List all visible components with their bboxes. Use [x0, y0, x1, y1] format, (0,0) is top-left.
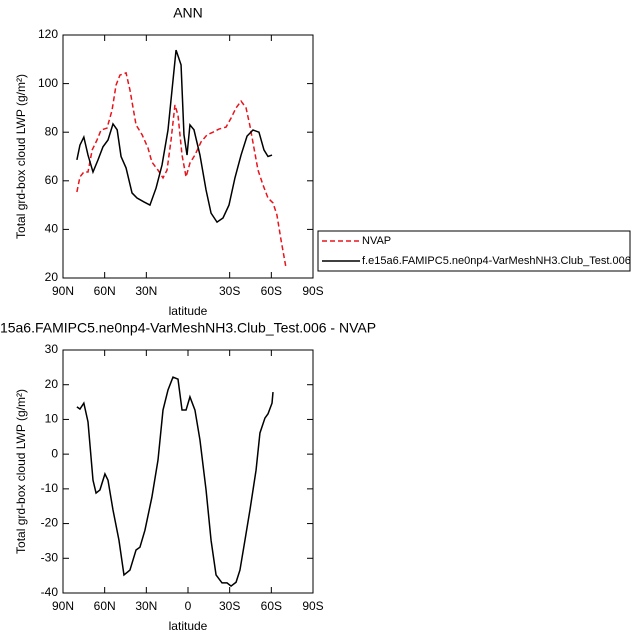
y-tick-label: 0	[51, 446, 58, 460]
x-tick-label: 60N	[94, 284, 116, 298]
y-tick-label: -30	[41, 550, 59, 564]
y-tick-label: 100	[38, 76, 58, 90]
y-axis-label: Total grd-box cloud LWP (g/m²)	[14, 389, 28, 554]
y-axis-label: Total grd-box cloud LWP (g/m²)	[14, 74, 28, 239]
legend-box	[317, 230, 631, 272]
y-tick-label: 10	[45, 412, 59, 426]
y-tick-label: -20	[41, 516, 59, 530]
x-tick-label: 90S	[302, 599, 323, 613]
y-tick-label: 20	[45, 377, 59, 391]
x-tick-label: 90N	[52, 599, 74, 613]
y-tick-label: 120	[38, 27, 58, 41]
x-tick-label: 30N	[135, 599, 157, 613]
x-axis-label: latitude	[169, 304, 208, 318]
y-tick-label: 80	[45, 124, 59, 138]
x-tick-label: 60S	[261, 284, 282, 298]
plot-frame	[62, 349, 314, 594]
x-tick-label: 0	[185, 599, 192, 613]
x-axis-label: latitude	[169, 619, 208, 633]
y-tick-label: -40	[41, 585, 59, 599]
plot-frame	[62, 34, 314, 279]
data-line	[76, 49, 273, 224]
chart-title: 15a6.FAMIPC5.ne0np4-VarMeshNH3.Club_Test…	[0, 320, 376, 336]
chart-title: ANN	[173, 5, 203, 21]
legend-label: NVAP	[362, 235, 391, 247]
x-tick-label: 30N	[135, 284, 157, 298]
data-line	[76, 376, 274, 588]
legend-label: f.e15a6.FAMIPC5.ne0np4-VarMeshNH3.Club_T…	[362, 255, 631, 267]
x-tick-label: 60S	[261, 599, 282, 613]
y-tick-label: 60	[45, 173, 59, 187]
y-tick-label: -10	[41, 481, 59, 495]
x-tick-label: 90N	[52, 284, 74, 298]
x-tick-label: 30S	[219, 284, 240, 298]
data-line	[76, 71, 287, 269]
y-tick-label: 40	[45, 222, 59, 236]
x-tick-label: 60N	[94, 599, 116, 613]
x-tick-label: 90S	[302, 284, 323, 298]
y-tick-label: 20	[45, 270, 59, 284]
y-tick-label: 30	[45, 342, 59, 356]
x-tick-label: 30S	[219, 599, 240, 613]
